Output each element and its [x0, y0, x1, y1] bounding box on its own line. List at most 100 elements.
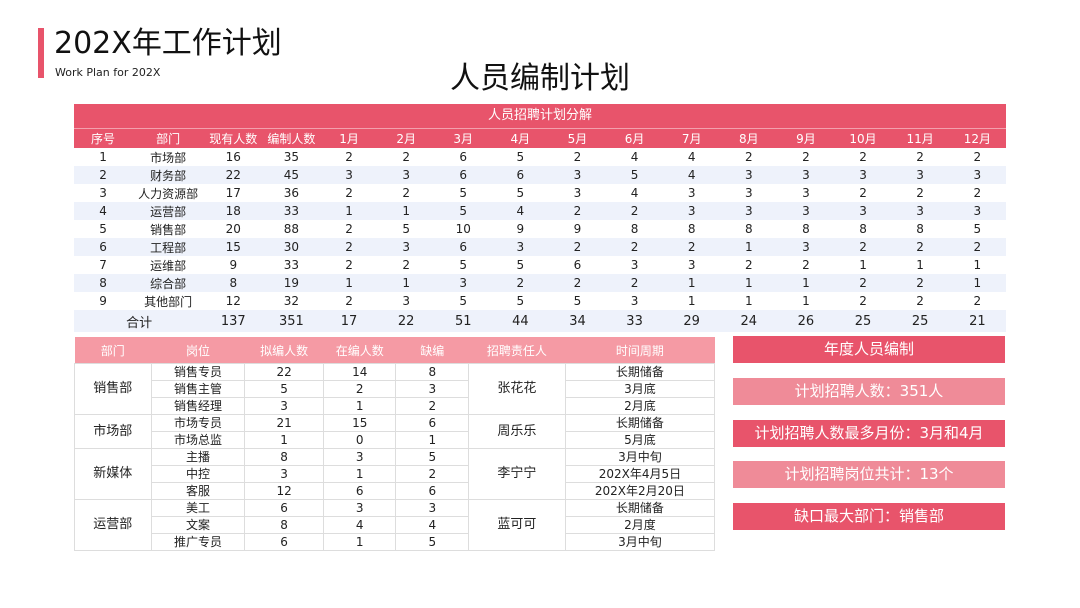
plan-cell: 5: [491, 184, 549, 202]
plan-cell: 5: [491, 256, 549, 274]
plan-cell: 1: [720, 274, 778, 292]
post-cell: 美工: [150, 499, 246, 517]
plan-cell: 3: [777, 166, 835, 184]
plan-cell: 5: [434, 256, 492, 274]
plan-cell: 9: [204, 256, 263, 274]
plan-column-header: 2月: [377, 128, 435, 148]
plan-cell: 3: [891, 166, 949, 184]
stat-box: 计划招聘岗位共计：13个: [733, 461, 1005, 488]
plan-cell: 4: [663, 148, 721, 166]
current-cell: 3: [322, 499, 397, 517]
post-cell: 客服: [150, 482, 246, 500]
recruit-column-header: 部门: [74, 337, 152, 364]
plan-cell: 45: [262, 166, 321, 184]
plan-cell: 3: [320, 166, 378, 184]
stat-box: 计划招聘人数最多月份：3月和4月: [733, 420, 1005, 447]
planned-cell: 21: [244, 414, 324, 432]
post-cell: 销售专员: [150, 363, 246, 381]
gap-cell: 5: [395, 448, 470, 466]
plan-cell: 3: [720, 202, 778, 220]
recruitment-plan-table: 序号 部门 现有人数 编制人数 1月 2月 3月 4月 5月 6月 7月 8月 9月 10月 11月 12月 …: [74, 128, 1006, 332]
period-cell: 202X年4月5日: [564, 465, 716, 483]
plan-cell: 3: [834, 166, 892, 184]
period-cell: 202X年2月20日: [564, 482, 716, 500]
plan-cell: 5: [606, 166, 664, 184]
plan-cell: 2: [606, 202, 664, 220]
period-cell: 长期储备: [564, 499, 716, 517]
plan-cell: 88: [262, 220, 321, 238]
dept-cell: 运营部: [74, 499, 152, 551]
total-cell: 51: [434, 310, 492, 332]
current-cell: 1: [322, 465, 397, 483]
recruitment-plan-section: 人员招聘计划分解 序号 部门 现有人数 编制人数 1月 2月 3月 4月 5月 6月 7月 8月 9月 1…: [74, 104, 1006, 332]
plan-column-header: 6月: [606, 128, 664, 148]
period-cell: 3月中旬: [564, 448, 716, 466]
plan-cell: 32: [262, 292, 321, 310]
plan-cell: 3: [377, 292, 435, 310]
total-cell: 351: [262, 310, 321, 332]
plan-cell: 3: [663, 256, 721, 274]
gap-cell: 6: [395, 482, 470, 500]
planned-cell: 12: [244, 482, 324, 500]
plan-column-header: 4月: [491, 128, 549, 148]
table-row: 销售主管 5 2 3 3月底: [75, 380, 716, 398]
planned-cell: 3: [244, 397, 324, 415]
total-cell: 33: [606, 310, 664, 332]
period-cell: 2月底: [564, 397, 716, 415]
plan-cell: 2: [548, 148, 607, 166]
plan-cell: 5: [491, 292, 549, 310]
current-cell: 14: [322, 363, 397, 381]
planned-cell: 8: [244, 516, 324, 534]
plan-cell: 10: [434, 220, 492, 238]
plan-cell: 2: [948, 148, 1006, 166]
plan-cell: 9: [491, 220, 549, 238]
plan-cell: 综合部: [132, 274, 205, 292]
plan-cell: 1: [834, 256, 892, 274]
current-cell: 2: [322, 380, 397, 398]
plan-cell: 运维部: [132, 256, 205, 274]
post-cell: 销售经理: [150, 397, 246, 415]
table-row: 市场部 市场专员 21 15 6 周乐乐 长期储备: [74, 414, 716, 449]
plan-column-header: 序号: [74, 128, 133, 148]
planned-cell: 3: [244, 465, 324, 483]
plan-cell: 19: [262, 274, 321, 292]
plan-cell: 2: [720, 148, 778, 166]
plan-cell: 1: [377, 274, 435, 292]
current-cell: 3: [322, 448, 397, 466]
plan-cell: 12: [204, 292, 263, 310]
table-row: 3 人力资源部 17 36 2 2 5 5 3 4 3 3 3 2 2 2: [74, 184, 1006, 202]
post-cell: 推广专员: [150, 533, 246, 551]
post-cell: 文案: [150, 516, 246, 534]
plan-cell: 2: [948, 238, 1006, 256]
table-row: 5 销售部 20 88 2 5 10 9 9 8 8 8 8 8 8 5: [74, 220, 1006, 238]
stat-box: 年度人员编制: [733, 336, 1005, 363]
plan-cell: 其他部门: [132, 292, 205, 310]
gap-cell: 5: [395, 533, 470, 551]
plan-cell: 2: [491, 274, 549, 292]
current-cell: 1: [322, 533, 397, 551]
plan-cell: 3: [834, 202, 892, 220]
plan-cell: 20: [204, 220, 263, 238]
total-cell: 44: [491, 310, 549, 332]
plan-cell: 2: [891, 148, 949, 166]
plan-cell: 2: [74, 166, 133, 184]
table-row: 9 其他部门 12 32 2 3 5 5 5 3 1 1 1 2 2 2: [74, 292, 1006, 310]
current-cell: 6: [322, 482, 397, 500]
plan-cell: 3: [663, 202, 721, 220]
plan-cell: 2: [777, 256, 835, 274]
plan-cell: 2: [320, 184, 378, 202]
plan-cell: 1: [320, 202, 378, 220]
plan-cell: 5: [434, 292, 492, 310]
planned-cell: 5: [244, 380, 324, 398]
post-cell: 中控: [150, 465, 246, 483]
gap-cell: 1: [395, 431, 470, 449]
plan-cell: 36: [262, 184, 321, 202]
recruit-column-header: 岗位: [151, 337, 245, 364]
plan-cell: 8: [891, 220, 949, 238]
plan-column-header: 8月: [720, 128, 778, 148]
plan-cell: 5: [434, 184, 492, 202]
table-row: 6 工程部 15 30 2 3 6 3 2 2 2 1 3 2 2 2: [74, 238, 1006, 256]
plan-cell: 35: [262, 148, 321, 166]
recruit-column-header: 时间周期: [565, 337, 715, 364]
plan-cell: 17: [204, 184, 263, 202]
